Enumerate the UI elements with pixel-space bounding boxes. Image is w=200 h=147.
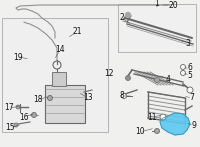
Text: 19: 19	[13, 52, 23, 61]
Text: 7: 7	[190, 93, 194, 102]
Bar	[45, 85, 85, 123]
Circle shape	[154, 77, 160, 82]
Text: 5: 5	[188, 71, 192, 80]
Circle shape	[180, 65, 186, 70]
Circle shape	[180, 71, 186, 76]
Text: 4: 4	[166, 75, 170, 83]
Circle shape	[14, 123, 18, 127]
Circle shape	[160, 114, 166, 120]
Circle shape	[48, 96, 52, 101]
Text: 16: 16	[19, 112, 29, 122]
Text: 13: 13	[83, 93, 93, 102]
Text: 2: 2	[120, 14, 124, 22]
Bar	[2, 18, 108, 132]
Text: 20: 20	[168, 0, 178, 10]
Bar	[52, 72, 66, 86]
Circle shape	[126, 12, 130, 17]
Circle shape	[126, 76, 130, 81]
Text: 8: 8	[120, 91, 124, 101]
Text: 17: 17	[4, 103, 14, 112]
Circle shape	[16, 105, 20, 109]
Text: 9: 9	[192, 121, 196, 130]
Circle shape	[154, 128, 160, 133]
Text: 12: 12	[104, 70, 114, 78]
Circle shape	[32, 112, 36, 117]
Text: 14: 14	[55, 46, 65, 55]
Text: 10: 10	[135, 127, 145, 137]
Text: 1: 1	[155, 0, 159, 7]
Circle shape	[187, 87, 193, 93]
Text: 6: 6	[188, 64, 192, 72]
Circle shape	[122, 93, 127, 98]
Polygon shape	[160, 113, 190, 135]
Bar	[118, 4, 196, 52]
Text: 18: 18	[33, 96, 43, 105]
Text: 3: 3	[186, 39, 190, 47]
Text: 21: 21	[72, 27, 82, 36]
Text: 15: 15	[5, 123, 15, 132]
Text: 11: 11	[147, 112, 157, 122]
